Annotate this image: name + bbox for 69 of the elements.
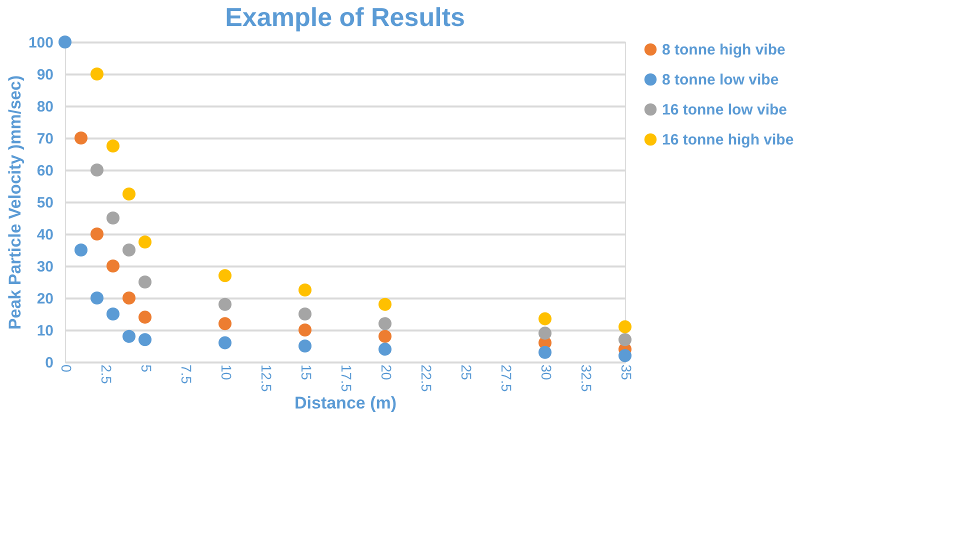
point: [106, 211, 120, 225]
x-tick-label: 30: [538, 364, 554, 380]
chart-title: Example of Results: [225, 2, 465, 32]
y-tick-label: 100: [28, 34, 54, 52]
y-tick-label: 60: [36, 162, 54, 180]
point: [122, 291, 136, 305]
y-tick-label: 20: [36, 290, 54, 308]
x-tick-label: 12.5: [258, 364, 274, 392]
y-tick-label: 70: [36, 130, 54, 148]
point: [538, 326, 552, 340]
y-tick-label: 80: [36, 98, 54, 116]
point: [106, 139, 120, 153]
point: [122, 187, 136, 201]
point: [378, 298, 392, 311]
point: [218, 336, 232, 350]
point: [74, 243, 88, 257]
point: [122, 330, 136, 343]
point: [90, 67, 104, 81]
point: [90, 291, 104, 305]
y-tick-label: 40: [36, 226, 54, 244]
point: [538, 312, 552, 326]
x-tick-label: 32.5: [578, 364, 594, 392]
x-tick-label: 20: [378, 364, 394, 380]
point: [106, 307, 120, 321]
legend-label: 8 tonne low vibe: [662, 72, 779, 88]
point: [378, 317, 392, 330]
y-tick-label: 30: [36, 258, 54, 276]
point: [74, 131, 88, 145]
point: [298, 307, 312, 321]
x-tick-label: 7.5: [178, 364, 194, 384]
x-axis-title: Distance (m): [294, 394, 397, 413]
point: [218, 317, 232, 330]
y-axis-title: Peak Particle Velocity )mm/sec): [5, 75, 24, 330]
point: [378, 330, 392, 343]
point: [298, 283, 312, 297]
point: [218, 269, 232, 282]
point: [90, 227, 104, 241]
legend-label: 16 tonne high vibe: [662, 132, 794, 148]
y-tick-label: 50: [36, 194, 54, 212]
point: [90, 163, 104, 177]
x-tick-label: 25: [458, 364, 474, 380]
x-tick-label: 15: [298, 364, 314, 380]
point: [58, 35, 72, 49]
x-tick-label: 0: [58, 364, 74, 372]
x-tick-label: 35: [618, 364, 634, 380]
point: [538, 346, 552, 359]
point: [138, 310, 152, 324]
legend-label: 16 tonne low vibe: [662, 102, 788, 118]
point: [122, 243, 136, 257]
point: [106, 259, 120, 273]
point: [298, 323, 312, 337]
legend-label: 8 tonne high vibe: [662, 42, 786, 58]
point: [378, 342, 392, 356]
x-tick-label: 2.5: [98, 364, 114, 384]
point: [138, 235, 152, 249]
x-tick-label: 22.5: [418, 364, 434, 392]
point: [298, 339, 312, 353]
y-tick-label: 10: [36, 322, 54, 340]
point: [138, 275, 152, 289]
x-tick-label: 27.5: [498, 364, 514, 392]
point: [618, 320, 632, 334]
point: [618, 333, 632, 346]
point: [218, 298, 232, 311]
x-tick-label: 17.5: [338, 364, 354, 392]
x-tick-label: 10: [218, 364, 234, 380]
x-tick-label: 5: [138, 364, 154, 372]
point: [618, 349, 632, 362]
point: [138, 333, 152, 346]
y-tick-label: 90: [36, 66, 54, 84]
